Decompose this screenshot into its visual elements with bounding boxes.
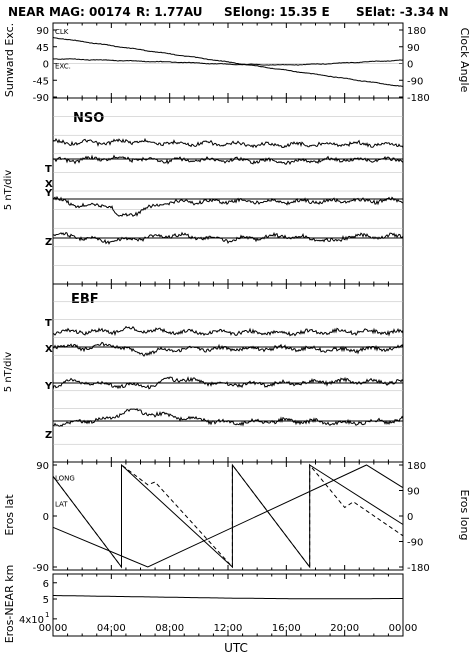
panel1-clk-trace [52,36,404,87]
panel1-ytick-right: -90 [407,76,423,87]
panel4-series-label: LONG [55,474,75,482]
panel5-ytick: 4x10 [19,615,44,626]
header-mission: NEAR MAG: 00174 [8,5,131,19]
panel1-ytick-left: -90 [33,93,49,104]
panel5-ylabel: Eros-NEAR km [3,565,16,644]
label-layer: 00:00 04:00 08:00 12:00 16:00 20:00 00:00 90 45 0… [19,26,430,634]
x-tick-label: 04:00 [97,623,126,634]
panel2-series-label: X [45,179,53,190]
panel1-ytick-left: -45 [33,76,49,87]
panel4-frame [52,461,404,571]
panel4-ylabel-left: Eros lat [3,494,16,536]
x-axis-label: UTC [224,641,248,655]
panel2-series-label: Z [45,237,52,248]
data-layer [52,36,404,600]
x-tick-label: 20:00 [330,623,359,634]
panel3-series-label: X [45,344,53,355]
panel4-ylabel-right: Eros long [458,490,471,541]
panel4-ytick-right: 180 [407,461,426,472]
panel4-lat2-trace [52,464,404,568]
x-tick-label: 00:00 [39,623,68,634]
panel3-ylabel: 5 nT/div [3,352,14,392]
header-distance: R: 1.77AU [136,5,203,19]
panel2-z-trace [52,231,404,245]
header-selat: SElat: -3.34 N [356,5,449,19]
panel2-ylabel: 5 nT/div [3,170,14,210]
panel3-x-trace [52,341,404,357]
panel3-title: EBF [71,292,99,307]
panel5-distance-trace [53,595,403,600]
panel4-lat-trace [52,463,404,569]
panel4-ytick-right: -90 [407,538,423,549]
panel1-ylabel-left: Sunward Exc. [3,23,16,97]
panel3-t-trace [52,325,404,337]
panel1-series-label: CLK [55,28,69,36]
panel1-ytick-right: 0 [407,60,413,71]
panel5-ytick: 5 [43,595,49,606]
panel2-x-trace [52,154,404,165]
panel3-z-trace [52,407,404,427]
panel4-ytick-right: -180 [407,563,430,574]
panel3-y-trace [52,376,404,390]
panel3-series-label: T [45,318,52,329]
panel1-ytick-left: 0 [43,60,49,71]
panel1-ytick-right: 180 [407,26,426,37]
panel1-exc-trace [52,58,404,66]
header-selong: SElong: 15.35 E [224,5,330,19]
x-tick-label: 16:00 [272,623,301,634]
panel1-ylabel-right: Clock Angle [458,28,471,93]
panel2-series-label: T [45,164,52,175]
panel4-ytick-left: 90 [36,461,49,472]
x-tick-label: 08:00 [155,623,184,634]
panel1-ytick-left: 90 [36,26,49,37]
grid-layer [52,23,404,636]
panel5-ytick-exp: 1 [45,611,49,619]
panel3-series-label: Z [45,430,52,441]
panel4-series-label: LAT [55,500,68,508]
panel2-y-trace [52,195,404,217]
panel2-series-label: Y [44,188,53,199]
panel1-ytick-right: 90 [407,43,420,54]
x-tick-label: 00:00 [389,623,418,634]
panel1-ytick-right: -180 [407,93,430,104]
panel2-t-trace [52,137,404,149]
panel4-ytick-left: -90 [33,563,49,574]
panel4-ytick-right: 0 [407,512,413,523]
panel4-ytick-left: 0 [43,512,49,523]
panel1-series-label: EXC. [55,63,71,71]
panel1-frame [52,22,404,99]
panel4-ytick-right: 90 [407,487,420,498]
x-tick-label: 12:00 [214,623,243,634]
panel3-series-label: Y [44,381,53,392]
panel1-ytick-left: 45 [36,43,49,54]
panel5-ytick: 6 [43,579,49,590]
panel2-title: NSO [73,111,104,126]
panel4-long-trace [52,463,404,569]
